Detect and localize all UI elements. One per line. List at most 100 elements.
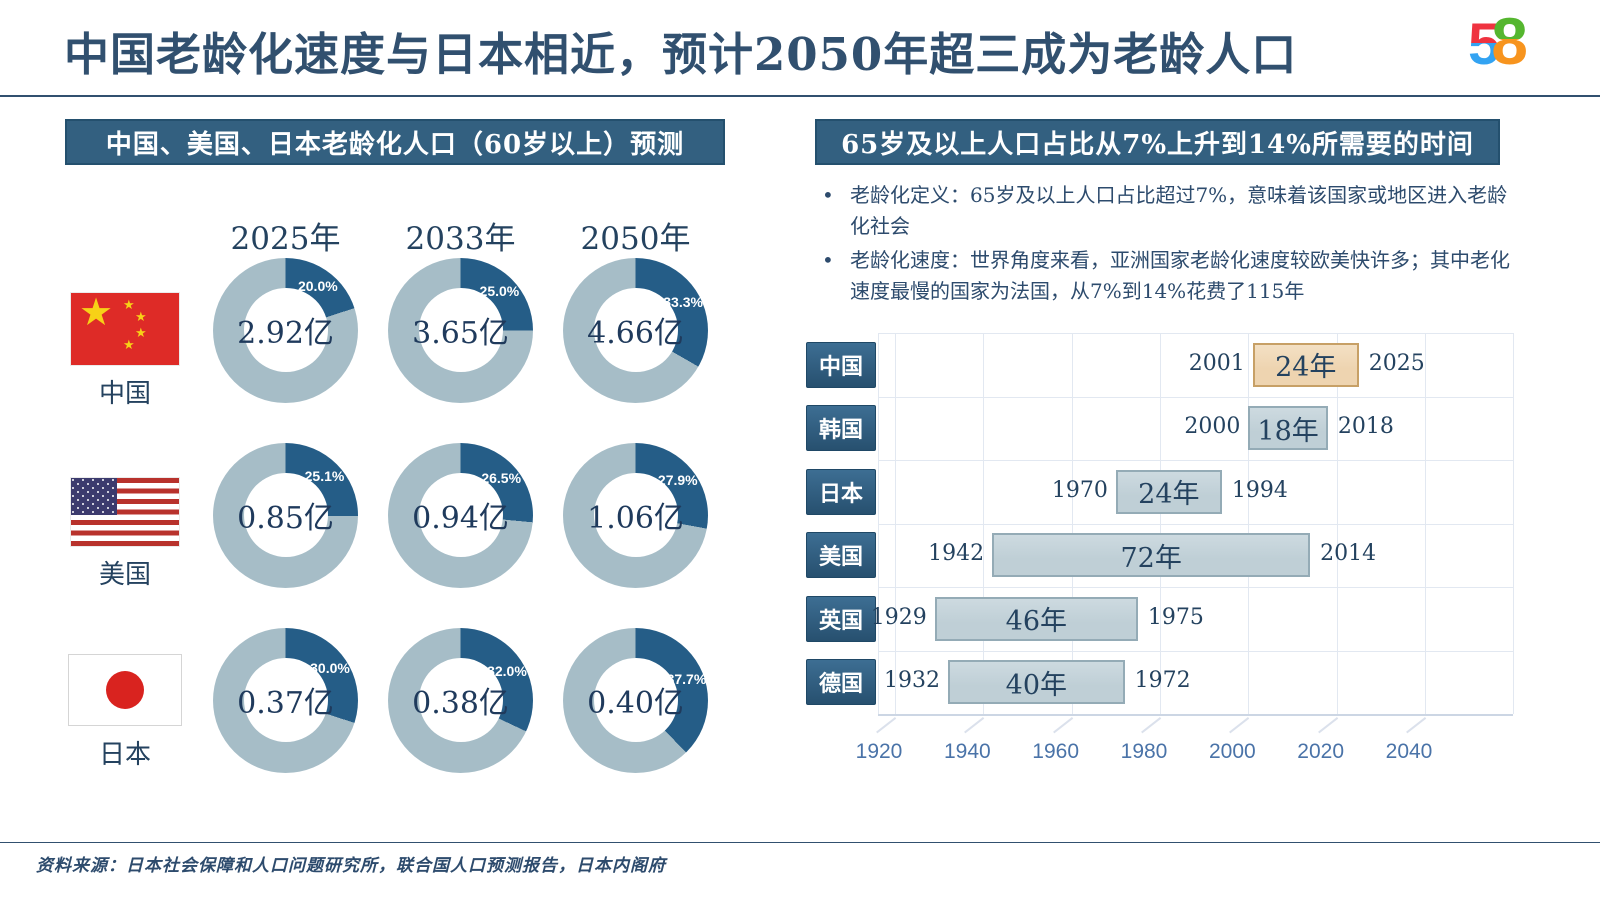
flag-star-small-icon: ★ (123, 338, 135, 353)
logo-digit-5: 5 (1468, 12, 1501, 78)
donut-percent-label: 25.0% (479, 283, 520, 300)
gantt-country-box: 韩国 (806, 405, 876, 452)
gantt-axis-label: 1960 (1032, 740, 1080, 763)
gantt-end-year: 2014 (1320, 541, 1377, 567)
flag-label-china: 中国 (98, 379, 151, 409)
donut-percent-label: 20.0% (297, 277, 338, 294)
gantt-axis-label: 1980 (1120, 740, 1168, 763)
donut-year-label: 2025年 (230, 221, 341, 257)
gantt-start-year: 1932 (884, 668, 940, 694)
gantt-end-year: 1975 (1147, 604, 1204, 630)
title-divider-rule (0, 95, 1600, 97)
gantt-country-box: 日本 (806, 468, 876, 515)
gantt-axis-line (878, 714, 1514, 716)
gantt-gridline-h (878, 460, 1514, 461)
donut-chart: 2.92亿 (213, 257, 358, 403)
gantt-duration-label: 72年 (1120, 542, 1182, 574)
gantt-axis-tick-icon (964, 717, 985, 734)
donut-chart: 0.38亿 (388, 627, 533, 773)
donut-chart: 0.94亿 (388, 442, 533, 588)
donut-percent-label: 25.1% (304, 468, 345, 485)
gantt-country-box: 英国 (806, 595, 876, 642)
donut-chart: 0.37亿 (213, 627, 358, 773)
gantt-duration-label: 40年 (1005, 669, 1067, 701)
gantt-axis-label: 1920 (855, 740, 903, 763)
gantt-axis-label: 1940 (943, 740, 991, 763)
gantt-gridline-h (878, 396, 1514, 398)
gantt-start-year: 1929 (870, 604, 927, 630)
bullet-item: 老龄化定义：65岁及以上人口占比超过7%，意味着该国家或地区进入老龄化社会 (812, 180, 1524, 242)
usa-flag-canton (71, 478, 117, 515)
donut-center-value: 0.37亿 (237, 658, 334, 742)
donut-chart: 0.85亿 (213, 442, 358, 588)
flag-star-small-icon: ★ (135, 310, 147, 325)
flag-label-usa: 美国 (98, 560, 151, 590)
gantt-gridline-h (878, 650, 1514, 652)
donut-chart: 3.65亿 (388, 257, 533, 403)
donut-chart: 4.66亿 (563, 257, 708, 403)
gantt-left-wall (878, 333, 879, 714)
donut-percent-label: 26.5% (481, 469, 522, 486)
china-flag-icon: ★ ★ ★ ★ ★ (71, 293, 179, 365)
donut-year-label: 2033年 (405, 221, 516, 257)
donut-percent-label: 33.3% (663, 294, 703, 311)
gantt-gridline-v (1513, 333, 1515, 714)
gantt-axis-tick-icon (1317, 717, 1338, 734)
gantt-duration-label: 24年 (1138, 479, 1200, 511)
japan-flag-sun-icon (106, 671, 144, 709)
donut-center-value: 0.38亿 (412, 658, 509, 742)
gantt-gridline-h (878, 523, 1514, 525)
flag-star-large-icon: ★ (79, 290, 114, 334)
gantt-country-box: 美国 (806, 532, 876, 579)
gantt-duration-label: 24年 (1275, 352, 1337, 384)
donut-percent-label: 30.0% (310, 659, 350, 676)
donut-center-value: 2.92亿 (237, 288, 334, 372)
gantt-axis-label: 2000 (1208, 740, 1256, 763)
bullet-item: 老龄化速度：世界角度来看，亚洲国家老龄化速度较欧美快许多；其中老化速度最慢的国家… (812, 245, 1524, 307)
footer-divider-rule (0, 842, 1600, 843)
page-title: 中国老龄化速度与日本相近，预计2050年超三成为老龄人口 (64, 28, 1298, 81)
source-note: 资料来源：日本社会保障和人口问题研究所，联合国人口预测报告，日本内阁府 (36, 856, 666, 876)
donut-center-value: 1.06亿 (587, 473, 684, 557)
donut-center-value: 0.85亿 (237, 473, 334, 557)
donut-chart: 0.40亿 (563, 627, 708, 773)
gantt-end-year: 2018 (1337, 414, 1394, 440)
flag-label-japan: 日本 (98, 740, 151, 770)
bullet-list: 老龄化定义：65岁及以上人口占比超过7%，意味着该国家或地区进入老龄化社会老龄化… (812, 180, 1524, 310)
gantt-end-year: 2025 (1368, 350, 1425, 376)
gantt-axis-tick-icon (1406, 717, 1427, 734)
logo-digit-8: 8 (1491, 4, 1528, 78)
japan-flag-icon (68, 654, 182, 726)
donut-percent-label: 32.0% (487, 662, 527, 679)
gantt-start-year: 2001 (1188, 350, 1245, 376)
flag-row-china: ★ ★ ★ ★ ★ 中国 (64, 293, 186, 410)
gantt-bar: 40年 (948, 660, 1125, 705)
brand-58-logo-icon: 5 8 (1468, 4, 1528, 78)
donut-center-value: 0.40亿 (587, 658, 684, 742)
gantt-end-year: 1972 (1134, 668, 1191, 694)
gantt-bar: 18年 (1248, 406, 1328, 451)
flag-star-small-icon: ★ (135, 326, 147, 341)
gantt-axis-tick-icon (876, 717, 897, 734)
gantt-start-year: 1942 (928, 541, 985, 567)
donut-percent-label: 37.7% (666, 671, 707, 688)
gantt-duration-label: 18年 (1257, 415, 1319, 447)
flag-row-usa: 美国 (64, 478, 186, 591)
gantt-end-year: 1994 (1231, 477, 1288, 503)
donut-center-value: 4.66亿 (587, 288, 684, 372)
flag-row-japan: 日本 (64, 654, 186, 771)
gantt-bar: 46年 (934, 596, 1138, 641)
donut-year-label: 2050年 (580, 221, 691, 257)
gantt-gridline-h (878, 587, 1514, 588)
gantt-country-box: 德国 (806, 659, 876, 706)
gantt-axis-label: 2040 (1385, 740, 1433, 763)
gantt-start-year: 2000 (1184, 414, 1241, 440)
gantt-bar: 24年 (1252, 342, 1359, 387)
gantt-duration-label: 46年 (1005, 606, 1067, 638)
donut-center-value: 0.94亿 (412, 473, 509, 557)
gantt-bar: 24年 (1115, 469, 1222, 514)
left-panel-header: 中国、美国、日本老龄化人口（60岁以上）预测 (65, 119, 725, 165)
gantt-axis-tick-icon (1229, 717, 1250, 734)
